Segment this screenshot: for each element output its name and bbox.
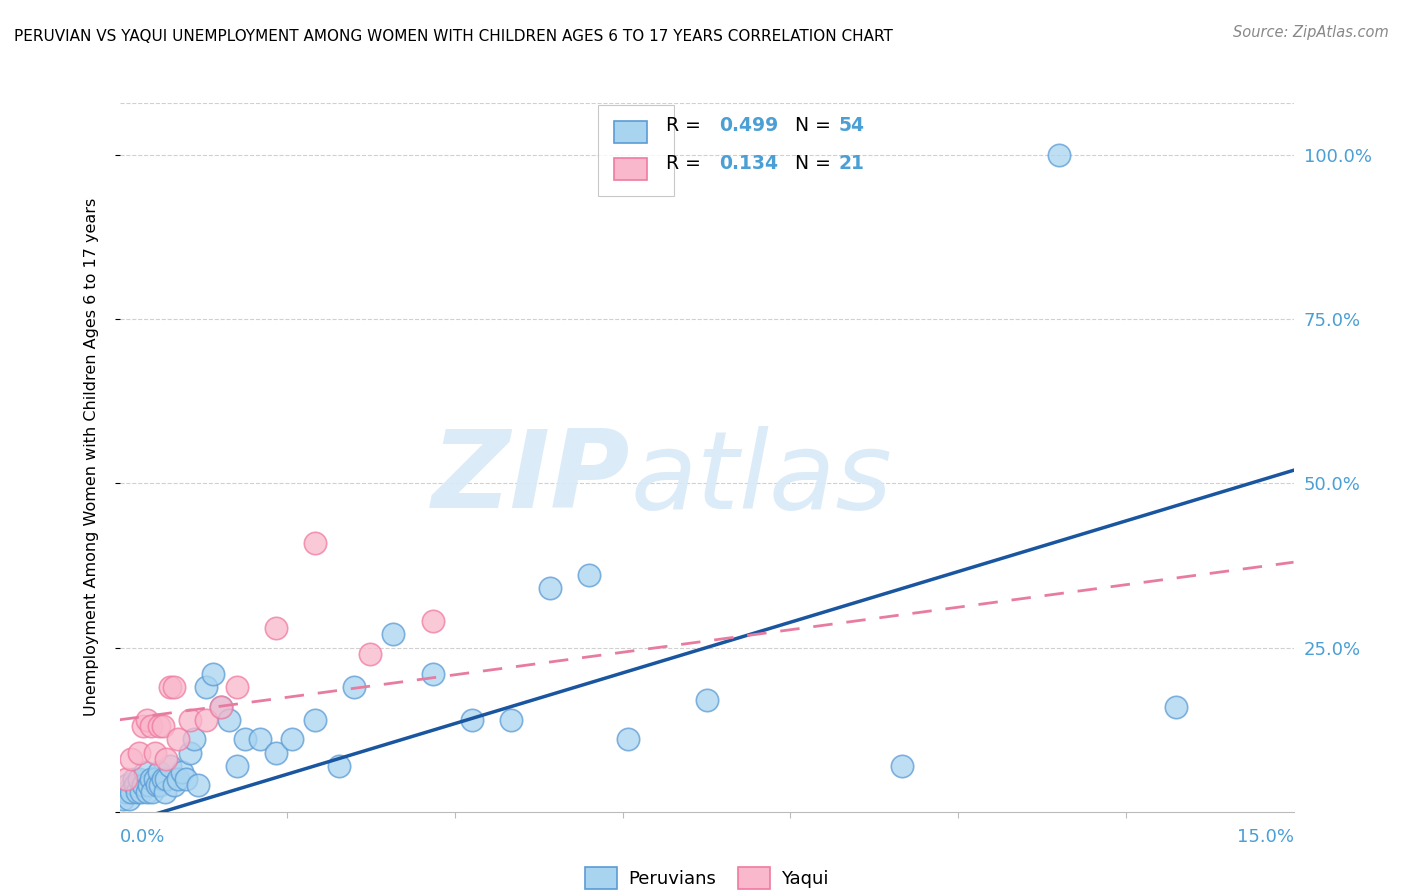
Point	[499, 713, 522, 727]
Point	[218, 713, 240, 727]
Text: 21: 21	[839, 154, 865, 173]
Text: 15.0%: 15.0%	[1236, 828, 1294, 846]
Point	[134, 765, 156, 780]
Point	[264, 621, 287, 635]
Point	[114, 772, 136, 786]
Point	[132, 779, 155, 793]
Point	[249, 732, 271, 747]
Point	[139, 719, 162, 733]
Point	[114, 785, 136, 799]
Point	[538, 582, 561, 596]
Point	[152, 772, 174, 786]
Text: 0.499: 0.499	[718, 116, 779, 135]
Point	[135, 785, 157, 799]
Point	[167, 772, 190, 786]
Text: ZIP: ZIP	[432, 425, 630, 532]
Text: Source: ZipAtlas.com: Source: ZipAtlas.com	[1233, 25, 1389, 40]
Point	[155, 772, 177, 786]
Point	[135, 713, 157, 727]
Point	[125, 785, 148, 799]
Point	[139, 772, 162, 786]
Point	[304, 535, 326, 549]
Text: N =: N =	[796, 116, 837, 135]
Point	[143, 746, 166, 760]
Point	[209, 699, 232, 714]
Point	[117, 779, 139, 793]
Point	[120, 785, 142, 799]
Point	[617, 732, 640, 747]
Point	[131, 785, 153, 799]
Point	[264, 746, 287, 760]
Text: N =: N =	[796, 154, 837, 173]
Point	[1164, 699, 1187, 714]
Point	[148, 719, 170, 733]
Point	[167, 732, 190, 747]
Point	[138, 779, 160, 793]
Point	[122, 772, 145, 786]
Point	[159, 758, 181, 772]
Point	[128, 746, 150, 760]
Point	[696, 693, 718, 707]
Y-axis label: Unemployment Among Women with Children Ages 6 to 17 years: Unemployment Among Women with Children A…	[84, 198, 98, 716]
Point	[343, 680, 366, 694]
Point	[149, 779, 172, 793]
Point	[148, 765, 170, 780]
Text: R =: R =	[666, 154, 707, 173]
Point	[578, 568, 600, 582]
Text: 54: 54	[839, 116, 865, 135]
Point	[183, 732, 205, 747]
Point	[225, 680, 249, 694]
Point	[146, 779, 169, 793]
Text: 0.134: 0.134	[718, 154, 778, 173]
Point	[382, 627, 405, 641]
Text: R =: R =	[666, 116, 707, 135]
Point	[163, 680, 186, 694]
Point	[280, 732, 302, 747]
Legend: Peruvians, Yaqui: Peruvians, Yaqui	[578, 860, 835, 892]
Point	[152, 719, 174, 733]
Point	[128, 772, 150, 786]
Point	[159, 680, 181, 694]
Point	[118, 791, 141, 805]
Point	[209, 699, 232, 714]
Text: PERUVIAN VS YAQUI UNEMPLOYMENT AMONG WOMEN WITH CHILDREN AGES 6 TO 17 YEARS CORR: PERUVIAN VS YAQUI UNEMPLOYMENT AMONG WOM…	[14, 29, 893, 44]
Point	[328, 758, 350, 772]
Point	[194, 680, 217, 694]
Point	[132, 719, 155, 733]
Point	[163, 779, 186, 793]
Point	[422, 615, 444, 629]
Text: 0.0%: 0.0%	[120, 828, 165, 846]
Text: atlas: atlas	[630, 425, 891, 531]
Point	[225, 758, 249, 772]
Point	[120, 752, 142, 766]
Point	[112, 791, 135, 805]
Point	[155, 752, 177, 766]
Point	[172, 765, 194, 780]
Point	[179, 713, 201, 727]
Point	[202, 666, 225, 681]
Point	[124, 779, 146, 793]
Point	[304, 713, 326, 727]
Point	[179, 746, 201, 760]
Point	[1047, 148, 1070, 162]
Point	[233, 732, 256, 747]
Point	[174, 772, 197, 786]
Point	[187, 779, 209, 793]
Point	[153, 785, 176, 799]
Point	[460, 713, 484, 727]
Point	[359, 647, 381, 661]
Point	[143, 772, 166, 786]
Point	[422, 666, 444, 681]
Point	[891, 758, 914, 772]
Point	[141, 785, 163, 799]
Point	[194, 713, 217, 727]
